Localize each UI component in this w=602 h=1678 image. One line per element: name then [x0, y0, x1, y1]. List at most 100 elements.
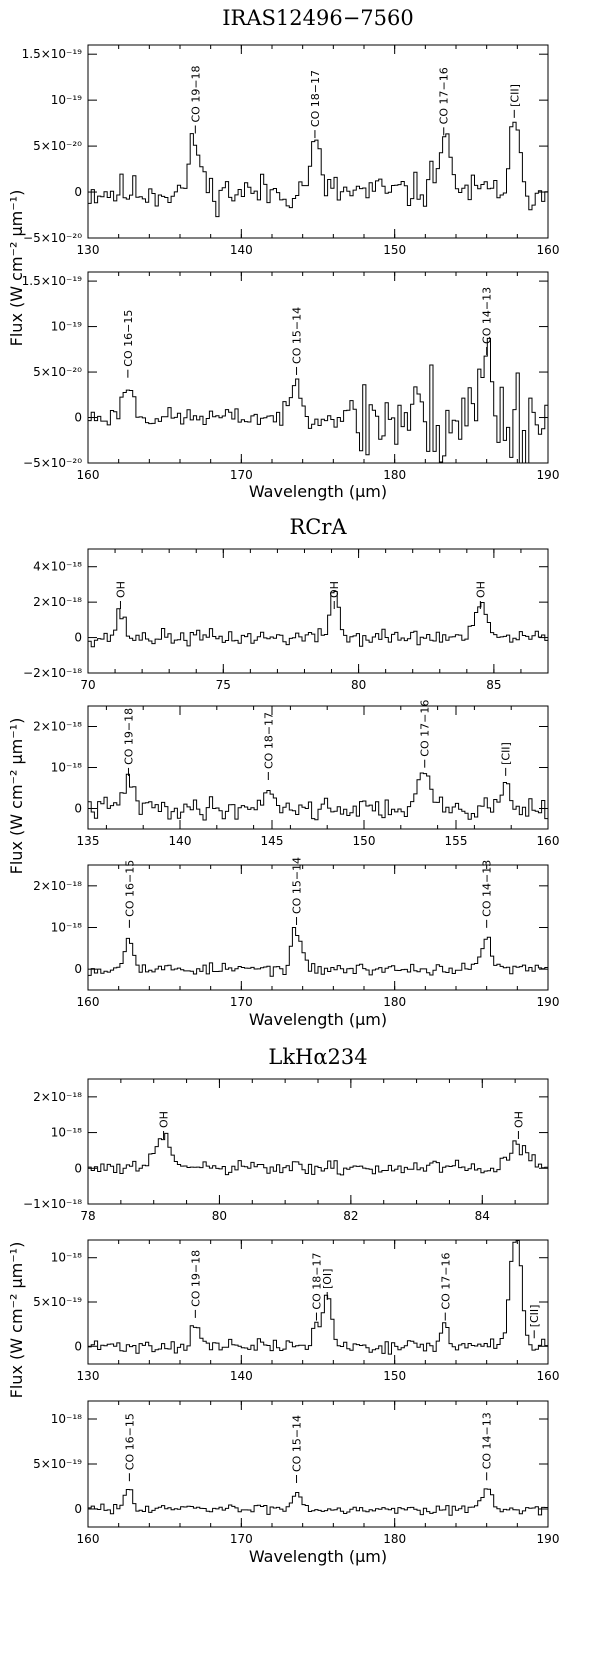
plot-frame [87, 1078, 549, 1205]
y-tick-label: 1.5×10⁻¹⁹ [22, 274, 83, 288]
line-label: CO 16−15 [123, 1413, 136, 1470]
y-tick-label: 0 [74, 631, 82, 645]
y-tick-label: 0 [74, 185, 82, 199]
x-tick-label: 70 [80, 678, 95, 692]
x-tick-label: 80 [212, 1209, 227, 1223]
x-tick-label: 150 [383, 243, 406, 257]
x-tick-label: 75 [216, 678, 231, 692]
y-tick-label: −5×10⁻²⁰ [23, 456, 82, 470]
y-axis-label: Flux (W cm⁻² μm⁻¹) [7, 190, 26, 347]
line-label: CO 17−16 [439, 1253, 452, 1310]
x-tick-label: 160 [537, 243, 560, 257]
y-tick-label: 10⁻¹⁸ [51, 921, 82, 935]
x-tick-label: 160 [77, 995, 100, 1009]
x-tick-label: 190 [537, 468, 560, 482]
y-tick-label: −2×10⁻¹⁸ [23, 666, 82, 680]
panel-5: 160 170 180 190 0 10⁻¹⁸ 2×10⁻¹⁸ CO 16−15 CO 15−1… [33, 857, 559, 1009]
x-axis-label: Wavelength (μm) [249, 482, 387, 501]
x-tick-label: 140 [230, 1369, 253, 1383]
spectrum-trace [88, 1240, 548, 1355]
x-tick-label: 190 [537, 1532, 560, 1546]
y-tick-label: 0 [74, 802, 82, 816]
x-tick-label: 84 [475, 1209, 490, 1223]
y-tick-label: 0 [74, 962, 82, 976]
line-label: CO 16−15 [122, 310, 135, 367]
x-tick-label: 160 [77, 1532, 100, 1546]
y-tick-label: 10⁻¹⁸ [51, 1251, 82, 1265]
line-label: CO 19−18 [189, 1250, 202, 1307]
line-label: CO 18−17 [262, 712, 275, 769]
x-tick-label: 145 [261, 834, 284, 848]
x-tick-label: 78 [80, 1209, 95, 1223]
panel-8: 160 170 180 190 0 5×10⁻¹⁹ 10⁻¹⁸ CO 16−15 CO 15−1… [33, 1400, 560, 1546]
y-tick-label: 2×10⁻¹⁸ [33, 595, 82, 609]
y-axis-label: Flux (W cm⁻² μm⁻¹) [7, 1242, 26, 1399]
spectrum-trace [88, 772, 548, 821]
y-tick-label: −5×10⁻²⁰ [23, 231, 82, 245]
line-label: CO 15−14 [291, 1415, 304, 1472]
panel-7: 130 140 150 160 0 5×10⁻¹⁹ 10⁻¹⁸ CO 19−18 CO 18−1… [33, 1239, 559, 1383]
spectrum-trace [88, 591, 548, 648]
group-title: IRAS12496−7560 [222, 6, 414, 30]
line-label: CO 19−18 [189, 65, 202, 122]
line-label: CO 18−17 [309, 70, 322, 127]
line-label: OH [328, 581, 341, 598]
x-tick-label: 80 [351, 678, 366, 692]
x-tick-label: 180 [383, 995, 406, 1009]
y-tick-label: 2×10⁻¹⁸ [33, 720, 82, 734]
plot-frame [87, 44, 549, 239]
line-label: OH [114, 581, 127, 598]
x-tick-label: 150 [353, 834, 376, 848]
x-tick-label: 85 [486, 678, 501, 692]
line-label: [CII] [508, 84, 521, 107]
line-label: CO 14−13 [481, 860, 494, 917]
panel-4: 135 140 145 150 155 160 0 10⁻¹⁸ 2×10⁻¹⁸ CO 19−18 C… [33, 700, 559, 848]
panel-2: 160 170 180 190 −5×10⁻²⁰ 0 5×10⁻²⁰ 10⁻¹⁹ 1.5×10⁻… [22, 271, 560, 482]
y-tick-label: 10⁻¹⁹ [51, 93, 82, 107]
spectrum-trace [88, 927, 548, 977]
x-tick-label: 170 [230, 468, 253, 482]
line-label: OH [512, 1111, 525, 1128]
y-tick-label: 2×10⁻¹⁸ [33, 1090, 82, 1104]
y-axis-label: Flux (W cm⁻² μm⁻¹) [7, 718, 26, 875]
line-label: CO 16−15 [123, 860, 136, 917]
panel-1: 130 140 150 160 −5×10⁻²⁰ 0 5×10⁻²⁰ 10⁻¹⁹ 1.5×10⁻… [22, 44, 560, 257]
x-tick-label: 140 [230, 243, 253, 257]
x-tick-label: 170 [230, 1532, 253, 1546]
spectrum-trace [88, 1132, 548, 1176]
y-tick-label: 10⁻¹⁹ [51, 320, 82, 334]
y-tick-label: 10⁻¹⁸ [51, 1126, 82, 1140]
x-tick-label: 170 [230, 995, 253, 1009]
x-axis-label: Wavelength (μm) [249, 1547, 387, 1566]
x-tick-label: 180 [383, 1532, 406, 1546]
spectrum-trace [88, 121, 548, 218]
line-label: CO 14−13 [481, 1412, 494, 1469]
panel-3: 70 75 80 85 −2×10⁻¹⁸ 0 2×10⁻¹⁸ 4×10⁻¹⁸ OH OH OH [23, 548, 549, 692]
y-tick-label: 0 [74, 1502, 82, 1516]
spectrum-trace [88, 337, 548, 464]
y-tick-label: 5×10⁻²⁰ [33, 365, 82, 379]
line-label: CO 15−14 [291, 857, 304, 914]
y-tick-label: 1.5×10⁻¹⁹ [22, 47, 83, 61]
y-tick-label: 0 [74, 1339, 82, 1353]
line-label: OH [158, 1111, 171, 1128]
x-tick-label: 180 [383, 468, 406, 482]
x-tick-label: 130 [77, 243, 100, 257]
x-tick-label: 190 [537, 995, 560, 1009]
plot-frame [87, 548, 549, 674]
x-tick-label: 155 [445, 834, 468, 848]
x-tick-label: 160 [77, 468, 100, 482]
line-label: CO 19−18 [122, 708, 135, 765]
y-tick-label: −1×10⁻¹⁸ [23, 1197, 82, 1211]
line-label: [CII] [528, 1305, 541, 1328]
x-tick-label: 140 [169, 834, 192, 848]
line-label: OH [474, 581, 487, 598]
y-tick-label: 5×10⁻²⁰ [33, 139, 82, 153]
group-title: RCrA [289, 515, 347, 539]
x-tick-label: 130 [77, 1369, 100, 1383]
group-title: LkHα234 [268, 1045, 367, 1069]
line-label: CO 17−16 [438, 67, 451, 124]
y-tick-label: 10⁻¹⁸ [51, 761, 82, 775]
panel-6: 78 80 82 84 −1×10⁻¹⁸ 0 10⁻¹⁸ 2×10⁻¹⁸ OH OH [23, 1078, 549, 1223]
